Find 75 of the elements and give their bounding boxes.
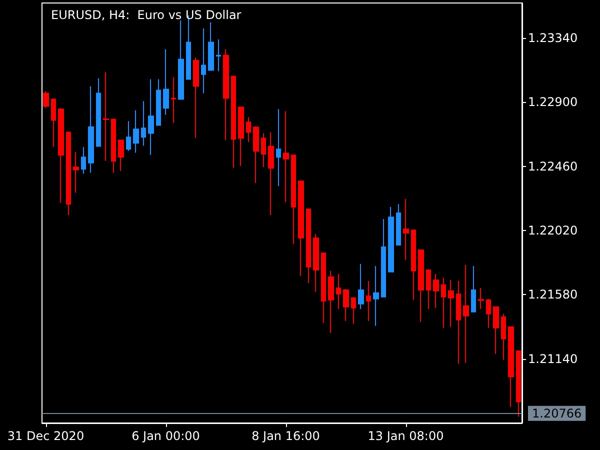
candlestick	[208, 22, 214, 71]
chart-title: EURUSD, H4: Euro vs US Dollar	[51, 8, 242, 22]
candlestick	[43, 90, 49, 108]
candlestick	[508, 326, 514, 408]
candlestick	[51, 98, 56, 148]
candlestick	[321, 252, 326, 324]
candlestick	[441, 277, 446, 328]
candlestick	[118, 140, 124, 172]
candlestick	[418, 250, 424, 322]
candlestick	[358, 263, 364, 310]
y-tick-label: 1.21580	[528, 288, 578, 302]
candlestick	[156, 78, 161, 126]
candlestick	[336, 273, 341, 310]
ref-line-label: 1.20766	[532, 406, 582, 420]
candlestick	[58, 107, 64, 204]
candlestick	[111, 118, 116, 174]
y-tick-label: 1.23340	[528, 31, 578, 45]
candlestick	[201, 28, 206, 94]
candlestick	[411, 230, 416, 300]
candlestick	[403, 198, 409, 260]
candlestick	[66, 131, 71, 216]
candlestick	[493, 306, 499, 354]
candlestick	[463, 264, 469, 364]
candlestick	[178, 20, 184, 100]
candlestick	[471, 265, 476, 312]
candlestick	[261, 132, 266, 168]
candlestick	[133, 110, 139, 154]
y-tick-label: 1.21140	[528, 352, 578, 366]
y-tick-label: 1.22460	[528, 159, 578, 174]
candlestick	[298, 180, 304, 276]
x-tick-label: 6 Jan 00:00	[132, 429, 200, 443]
candlestick	[516, 350, 521, 418]
candlestick	[238, 106, 244, 167]
candlestick	[366, 280, 371, 322]
candlestick	[426, 270, 431, 310]
candlestick	[388, 206, 394, 272]
candlestick	[96, 78, 101, 147]
candlestick	[231, 76, 236, 168]
candlestick	[253, 126, 259, 184]
candlestick	[126, 120, 131, 152]
candlestick	[193, 57, 199, 138]
x-tick-label: 13 Jan 08:00	[368, 429, 444, 443]
candlestick	[343, 288, 349, 322]
candlestick	[268, 132, 274, 216]
candlestick	[246, 116, 251, 143]
x-tick-label: 8 Jan 16:00	[252, 429, 320, 443]
candlestick	[381, 218, 386, 298]
candlestick	[478, 287, 484, 310]
candlestick	[283, 110, 289, 203]
candlestick	[88, 86, 94, 174]
candlestick	[486, 298, 491, 328]
candlestick	[141, 100, 146, 146]
candlestick	[291, 154, 296, 245]
candlestick	[163, 48, 169, 116]
x-tick-label: 31 Dec 2020	[7, 429, 84, 443]
candlestick	[148, 78, 154, 156]
candlestick	[73, 152, 79, 194]
candlestick	[313, 234, 319, 292]
y-tick-label: 1.22900	[528, 95, 578, 110]
candlestick	[328, 270, 334, 334]
candlestick	[306, 208, 311, 284]
candlestick	[171, 76, 176, 124]
candlestick	[351, 297, 356, 324]
candlestick	[276, 108, 281, 187]
y-tick-label: 1.22020	[528, 224, 578, 238]
candlestick	[501, 313, 506, 360]
candlestick	[81, 146, 86, 174]
candlestick	[216, 38, 221, 72]
candlestick	[103, 72, 109, 162]
candlestick	[433, 273, 439, 308]
candlestick	[373, 265, 379, 326]
candlestick	[396, 204, 401, 246]
candlestick	[448, 279, 454, 328]
candlestick	[223, 48, 229, 141]
candlestick	[456, 280, 461, 364]
